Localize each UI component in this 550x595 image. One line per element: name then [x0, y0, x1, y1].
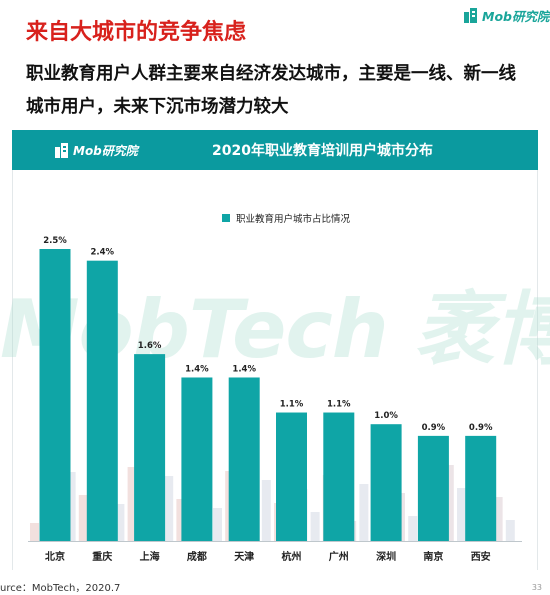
skyline-building	[261, 480, 271, 541]
skyline-building	[359, 484, 369, 541]
data-label: 1.4%	[232, 364, 256, 374]
skyline-building	[164, 476, 174, 541]
data-label: 1.0%	[374, 411, 398, 421]
data-label: 2.4%	[91, 248, 115, 258]
bar-杭州	[276, 412, 307, 541]
building-icon	[54, 142, 70, 158]
bar-上海	[134, 354, 166, 541]
slide-title: 来自大城市的竞争焦虑	[26, 20, 247, 45]
skyline-building	[310, 512, 320, 541]
bar-重庆	[86, 260, 118, 541]
bar-南京	[417, 435, 449, 541]
slide-subtitle: 职业教育用户人群主要来自经济发达城市，主要是一线、新一线城市用户，未来下沉市场潜…	[26, 64, 516, 117]
skyline-building	[176, 499, 186, 541]
skyline-building	[66, 472, 76, 541]
x-tick-label: 广州	[329, 550, 349, 563]
chart-header: Mob研究院 2020年职业教育培训用户城市分布	[12, 130, 538, 170]
legend-label: 职业教育用户城市占比情况	[236, 214, 351, 225]
skyline-building	[457, 488, 466, 541]
skyline-building	[408, 516, 418, 541]
data-label: 1.6%	[138, 341, 162, 351]
x-tick-label: 天津	[234, 550, 254, 563]
skyline-building	[78, 495, 88, 541]
legend-swatch	[222, 214, 230, 222]
data-label: 0.9%	[469, 423, 493, 433]
x-tick-label: 南京	[423, 550, 443, 563]
data-label: 2.5%	[43, 236, 67, 246]
bar-深圳	[370, 424, 402, 541]
x-tick-label: 西安	[471, 550, 491, 563]
bar-西安	[465, 435, 497, 541]
chart-area	[12, 170, 538, 570]
x-tick-label: 深圳	[376, 550, 396, 563]
chart-header-logo: Mob研究院	[54, 141, 138, 159]
bar-天津	[228, 377, 260, 541]
data-label: 1.4%	[185, 364, 209, 374]
x-tick-label: 杭州	[282, 550, 302, 563]
skyline-building	[444, 465, 454, 541]
page-number: 33	[531, 583, 542, 592]
chart-header-logo-text: Mob研究院	[73, 143, 138, 158]
source-note: urce：MobTech，2020.7	[0, 583, 121, 594]
x-tick-label: 北京	[45, 550, 65, 563]
bar-广州	[323, 412, 355, 541]
x-tick-label: 上海	[140, 550, 160, 563]
x-tick-label: 重庆	[92, 550, 112, 563]
skyline-building	[505, 520, 515, 541]
building-icon	[463, 7, 479, 23]
bar-北京	[39, 249, 71, 541]
x-tick-label: 成都	[187, 550, 207, 563]
skyline-building	[213, 508, 222, 541]
data-label: 0.9%	[422, 423, 446, 433]
chart-legend: 职业教育用户城市占比情况	[222, 211, 350, 225]
brand-logo-text: Mob研究院	[482, 8, 550, 24]
skyline-building	[493, 497, 503, 541]
skyline-building	[30, 523, 39, 541]
data-label: 1.1%	[327, 400, 351, 410]
brand-logo: Mob研究院	[463, 6, 549, 24]
data-label: 1.1%	[280, 400, 304, 410]
bar-成都	[181, 377, 213, 541]
skyline-building	[115, 504, 125, 541]
chart-title: 2020年职业教育培训用户城市分布	[212, 143, 433, 159]
skyline-building	[127, 467, 137, 541]
